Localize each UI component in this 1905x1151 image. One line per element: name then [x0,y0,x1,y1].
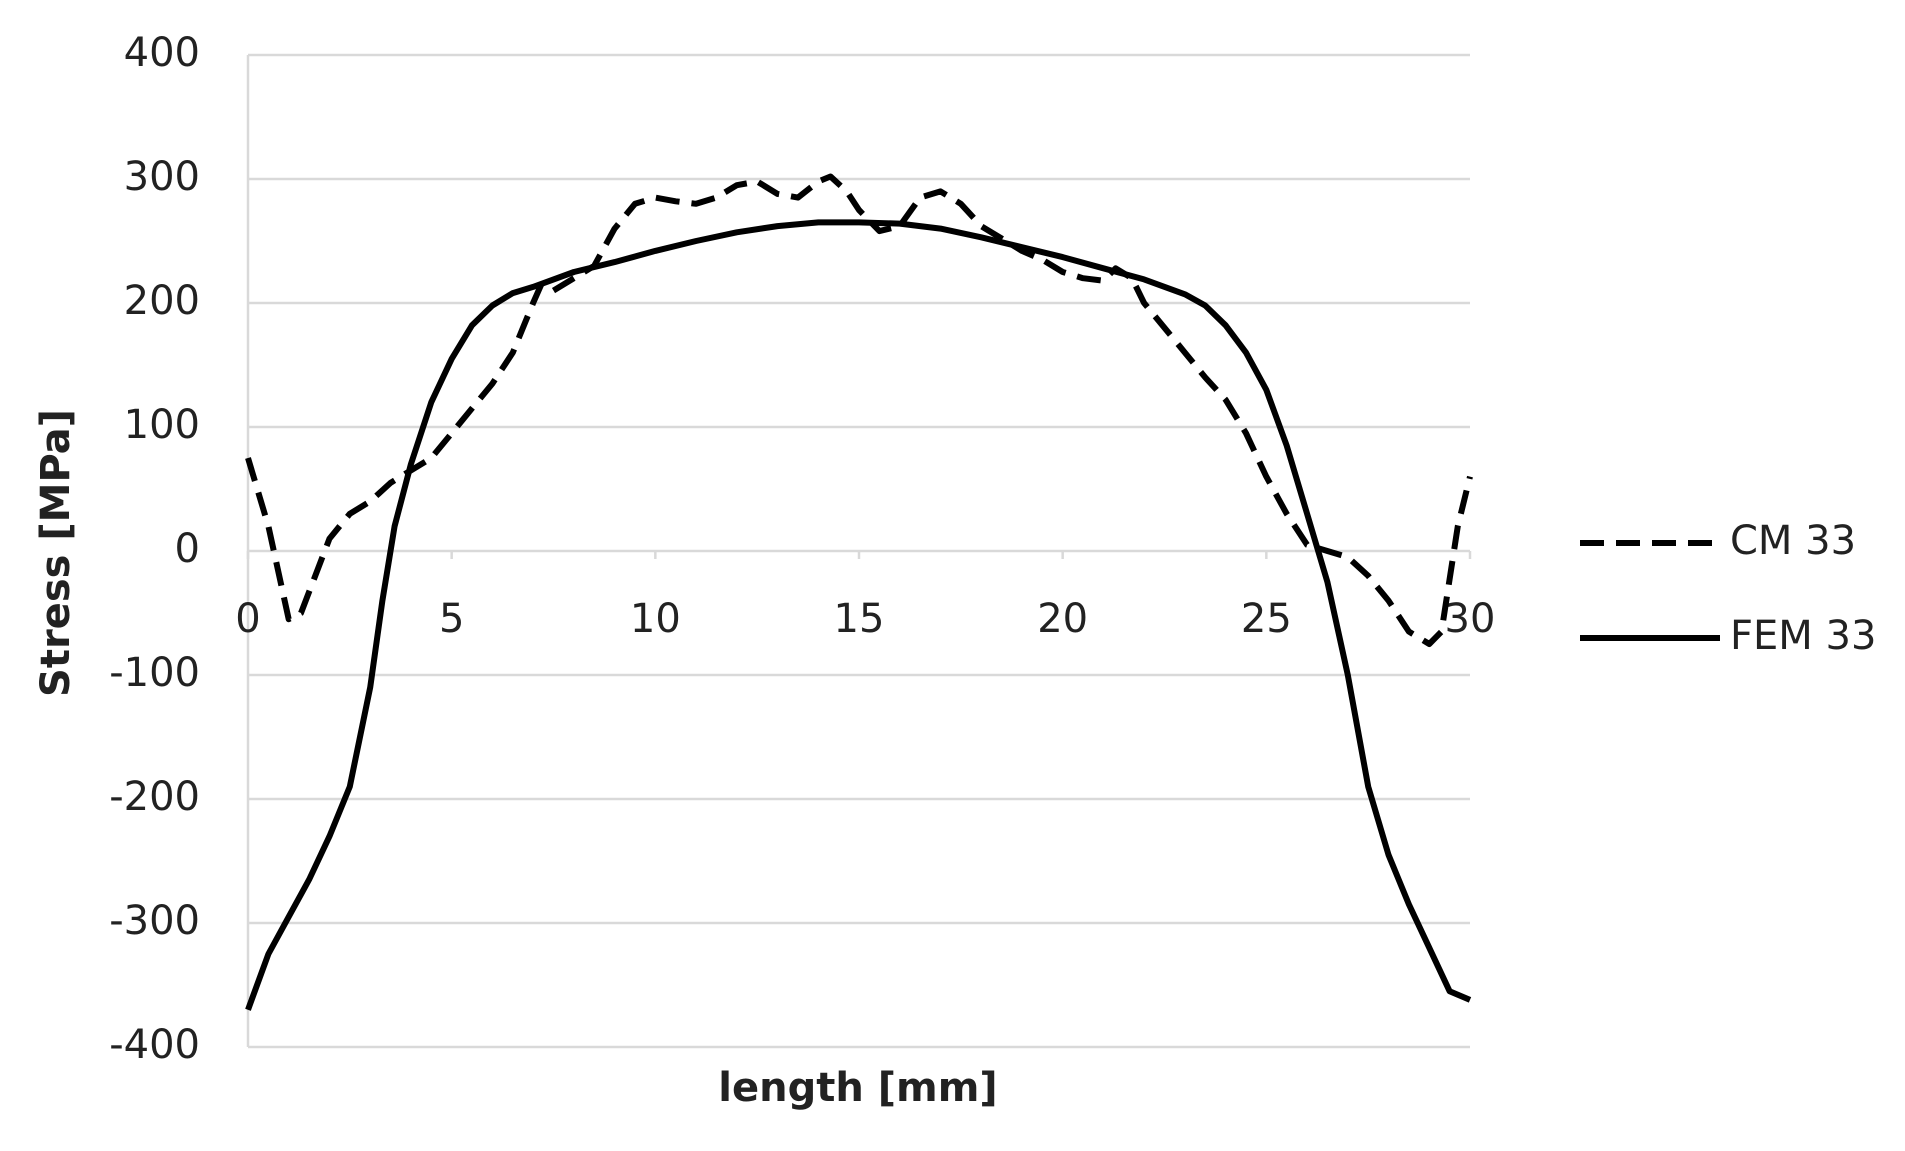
x-tick-label: 25 [1241,596,1292,642]
y-tick-label: 400 [124,30,200,76]
y-tick-label: 0 [175,526,200,572]
x-tick-label: 30 [1445,596,1496,642]
y-tick-label: 300 [124,154,200,200]
legend-label: FEM 33 [1730,613,1876,659]
series-line [245,219,1472,1011]
x-axis-label: length [mm] [718,1065,997,1111]
x-tick-label: 15 [834,596,885,642]
y-tick-label: 200 [124,278,200,324]
y-tick-label: -300 [109,898,200,944]
x-tick-label: 0 [235,596,260,642]
x-tick-label: 5 [439,596,464,642]
y-tick-label: -200 [109,774,200,820]
y-tick-label: 100 [124,402,200,448]
legend-label: CM 33 [1730,518,1856,564]
series-line [245,173,1473,647]
y-axis-label: Stress [MPa] [33,409,79,697]
y-tick-label: -400 [109,1022,200,1068]
y-tick-label: -100 [109,650,200,696]
x-tick-label: 10 [630,596,681,642]
x-tick-label: 20 [1037,596,1088,642]
